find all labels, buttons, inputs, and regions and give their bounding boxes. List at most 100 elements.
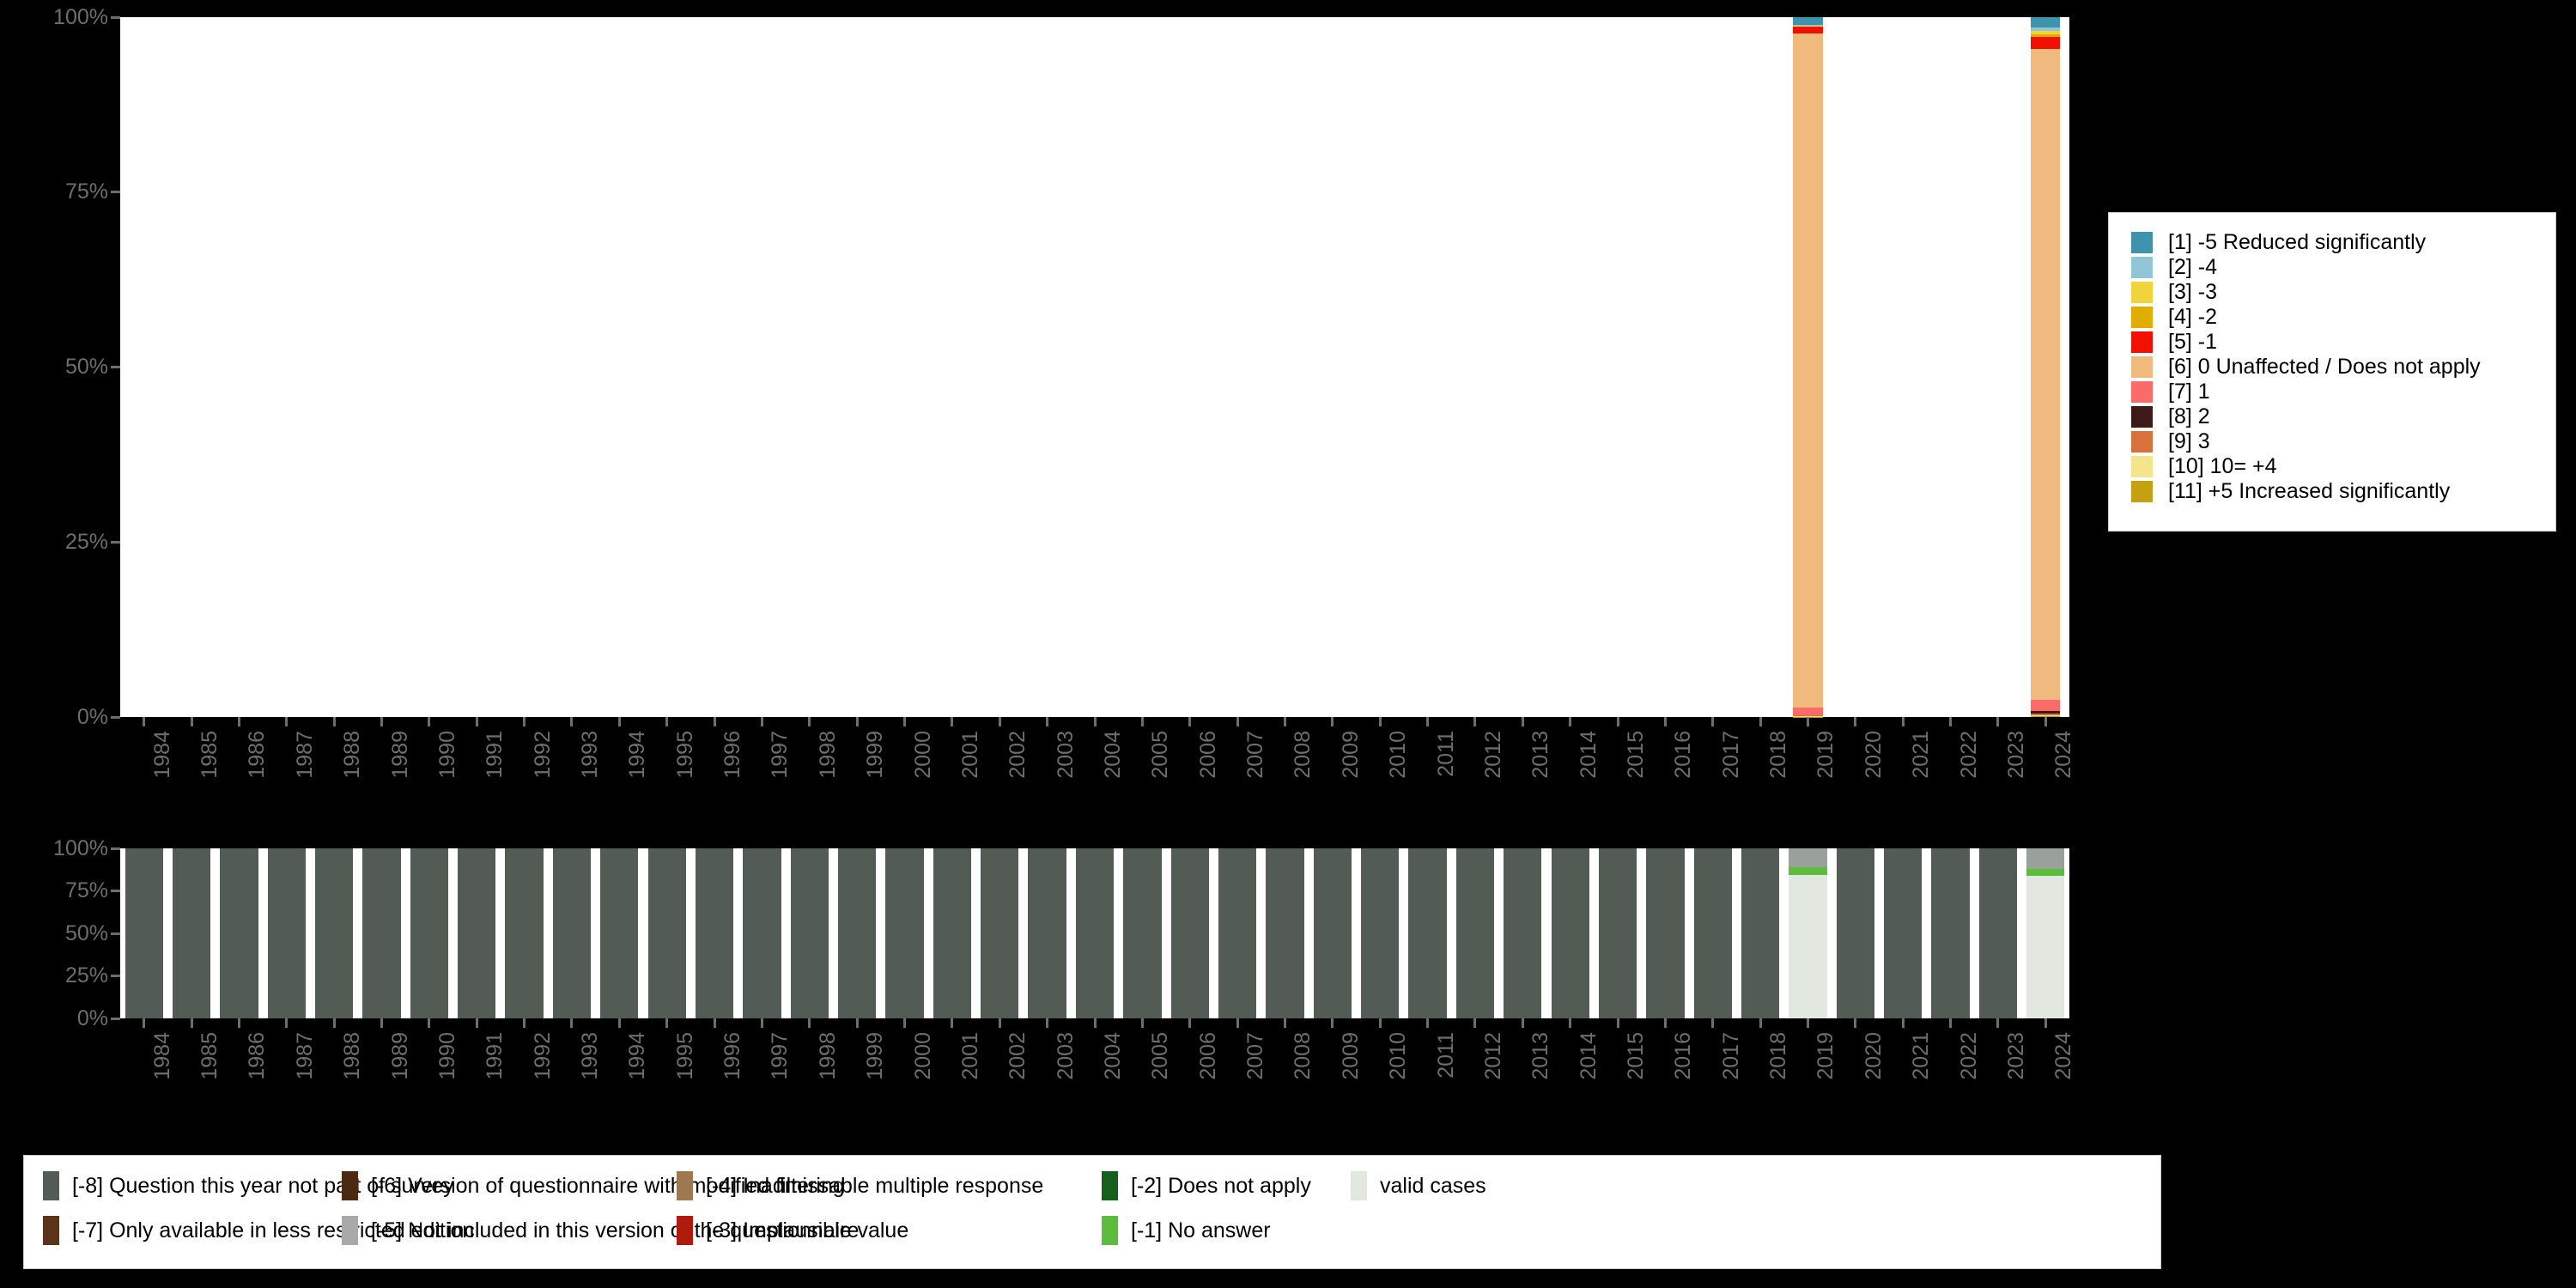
category-legend-item[interactable]: [10] 10= +4 — [2131, 454, 2555, 479]
validity-bar-segment[interactable] — [1551, 848, 1589, 1018]
validity-bar-segment[interactable] — [885, 848, 924, 1018]
validity-bar-segment[interactable] — [1313, 848, 1352, 1018]
validity-bar-segment[interactable] — [1361, 848, 1400, 1018]
validity-bar[interactable] — [125, 848, 163, 1018]
validity-bar-segment[interactable] — [1884, 848, 1923, 1018]
main-bar-segment[interactable] — [2031, 27, 2061, 32]
validity-bar-segment[interactable] — [1123, 848, 1162, 1018]
validity-bar[interactable] — [1504, 848, 1542, 1018]
validity-bar[interactable] — [838, 848, 877, 1018]
validity-bar-segment[interactable] — [267, 848, 306, 1018]
validity-bar-segment[interactable] — [1741, 848, 1780, 1018]
validity-bar[interactable] — [1598, 848, 1637, 1018]
validity-bar[interactable] — [1789, 848, 1827, 1018]
main-bar-segment[interactable] — [1793, 25, 1823, 27]
validity-bar[interactable] — [981, 848, 1019, 1018]
validity-bar[interactable] — [1646, 848, 1685, 1018]
validity-bar-segment[interactable] — [1266, 848, 1304, 1018]
validity-bar[interactable] — [743, 848, 781, 1018]
missing-legend-item[interactable]: [-1] No answer — [1102, 1216, 1271, 1245]
validity-bar[interactable] — [1693, 848, 1732, 1018]
main-bar-segment[interactable] — [1793, 24, 1823, 26]
main-bar-segment[interactable] — [2031, 36, 2061, 50]
missing-legend-item[interactable]: [-6] Version of questionnaire with modif… — [342, 1171, 845, 1200]
validity-bar-segment[interactable] — [315, 848, 354, 1018]
main-bar-segment[interactable] — [2031, 33, 2061, 37]
validity-bar-segment[interactable] — [410, 848, 448, 1018]
validity-bar[interactable] — [1978, 848, 2018, 1018]
category-legend-item[interactable]: [6] 0 Unaffected / Does not apply — [2131, 355, 2555, 380]
category-legend-item[interactable]: [8] 2 — [2131, 404, 2555, 429]
validity-bar[interactable] — [1266, 848, 1304, 1018]
validity-bar-segment[interactable] — [1646, 848, 1685, 1018]
validity-bar-segment[interactable] — [1408, 848, 1447, 1018]
main-bar-segment[interactable] — [1793, 708, 1823, 715]
validity-bar[interactable] — [220, 848, 258, 1018]
validity-bar[interactable] — [1123, 848, 1162, 1018]
validity-bar-segment[interactable] — [1836, 848, 1874, 1018]
main-bar-segment[interactable] — [2031, 700, 2061, 712]
main-bar-segment[interactable] — [2031, 714, 2061, 716]
validity-bar-segment[interactable] — [1598, 848, 1637, 1018]
validity-bar-segment[interactable] — [2026, 875, 2065, 1018]
category-legend-item[interactable]: [4] -2 — [2131, 305, 2555, 330]
missing-legend-item[interactable]: [-4] Inadmissable multiple response — [677, 1171, 1043, 1200]
category-legend-item[interactable]: [3] -3 — [2131, 280, 2555, 305]
validity-bar-segment[interactable] — [743, 848, 781, 1018]
category-legend-item[interactable]: [5] -1 — [2131, 330, 2555, 355]
validity-bar-segment[interactable] — [1028, 848, 1066, 1018]
validity-bar-segment[interactable] — [1789, 874, 1827, 1018]
validity-bar-segment[interactable] — [172, 848, 211, 1018]
main-bar-segment[interactable] — [1793, 715, 1823, 717]
validity-bar-segment[interactable] — [1170, 848, 1209, 1018]
main-bar-segment[interactable] — [1793, 33, 1823, 708]
validity-bar-segment[interactable] — [552, 848, 592, 1018]
validity-bar-segment[interactable] — [790, 848, 829, 1018]
validity-bar[interactable] — [458, 848, 496, 1018]
validity-bar[interactable] — [1218, 848, 1257, 1018]
validity-bar[interactable] — [933, 848, 972, 1018]
category-legend-item[interactable]: [11] +5 Increased significantly — [2131, 479, 2555, 504]
validity-bar-segment[interactable] — [505, 848, 544, 1018]
missing-legend-item[interactable]: [-7] Only available in less restricted e… — [43, 1216, 474, 1245]
validity-bar[interactable] — [1361, 848, 1400, 1018]
main-bar-segment[interactable] — [2031, 49, 2061, 701]
validity-bar-segment[interactable] — [933, 848, 972, 1018]
validity-bar[interactable] — [1455, 848, 1495, 1018]
validity-bar-segment[interactable] — [600, 848, 639, 1018]
validity-bar[interactable] — [1408, 848, 1447, 1018]
validity-bar-segment[interactable] — [647, 848, 686, 1018]
validity-bar[interactable] — [552, 848, 592, 1018]
validity-bar-segment[interactable] — [1218, 848, 1257, 1018]
validity-bar[interactable] — [362, 848, 401, 1018]
validity-bar-segment[interactable] — [981, 848, 1019, 1018]
validity-bar-segment[interactable] — [695, 848, 734, 1018]
validity-bar[interactable] — [267, 848, 306, 1018]
main-bar-segment[interactable] — [1793, 714, 1823, 716]
main-bar-segment[interactable] — [2031, 713, 2061, 715]
category-legend-item[interactable]: [2] -4 — [2131, 255, 2555, 280]
main-bar-segment[interactable] — [2031, 715, 2061, 717]
validity-bar-segment[interactable] — [1693, 848, 1732, 1018]
validity-bar[interactable] — [885, 848, 924, 1018]
validity-bar[interactable] — [1170, 848, 1209, 1018]
validity-bar-segment[interactable] — [458, 848, 496, 1018]
validity-bar-segment[interactable] — [1789, 866, 1827, 875]
validity-bar[interactable] — [1931, 848, 1970, 1018]
validity-bar[interactable] — [1028, 848, 1066, 1018]
validity-bar-segment[interactable] — [1075, 848, 1115, 1018]
validity-bar[interactable] — [2026, 848, 2065, 1018]
main-bar[interactable] — [1793, 17, 1823, 717]
validity-bar[interactable] — [647, 848, 686, 1018]
missing-legend-item[interactable]: valid cases — [1351, 1171, 1486, 1200]
missing-legend-item[interactable]: [-5] Not included in this version of the… — [342, 1216, 859, 1245]
main-bar[interactable] — [2031, 17, 2061, 717]
validity-bar[interactable] — [315, 848, 354, 1018]
validity-bar-segment[interactable] — [362, 848, 401, 1018]
validity-bar-segment[interactable] — [2026, 868, 2065, 876]
validity-bar-segment[interactable] — [838, 848, 877, 1018]
validity-bar-segment[interactable] — [1978, 848, 2018, 1018]
category-legend-item[interactable]: [1] -5 Reduced significantly — [2131, 230, 2555, 255]
validity-bar-segment[interactable] — [2026, 848, 2065, 869]
validity-bar-segment[interactable] — [1931, 848, 1970, 1018]
